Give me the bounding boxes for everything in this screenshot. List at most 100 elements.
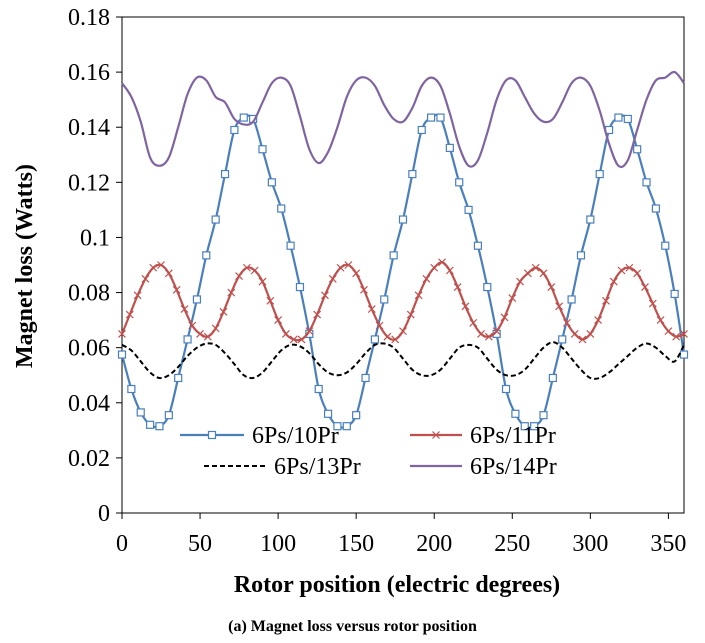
data-point-6ps-10pr (230, 125, 239, 135)
data-point-6ps-10pr (670, 289, 679, 299)
data-point-6ps-11pr (321, 291, 329, 300)
data-point-6ps-11pr (180, 305, 189, 314)
data-point-6ps-10pr (408, 169, 417, 179)
data-point-6ps-11pr (297, 335, 306, 344)
data-point-6ps-10pr (483, 282, 492, 292)
data-point-6ps-11pr-stroke (367, 305, 376, 314)
data-point-6ps-10pr (220, 169, 230, 179)
data-point-6ps-11pr-stroke (313, 310, 322, 319)
data-point-6ps-10pr (445, 143, 454, 152)
y-tick-label: 0.1 (80, 225, 110, 251)
legend-item-6ps-11pr: 6Ps/11Pr (410, 423, 556, 449)
data-point-6ps-11pr-stroke (586, 329, 595, 338)
data-point-6ps-11pr (149, 263, 158, 272)
data-point-6ps-11pr-stroke (531, 263, 540, 272)
y-tick-label: 0.14 (68, 115, 110, 141)
data-point-6ps-11pr-stroke (164, 269, 173, 278)
data-point-6ps-11pr-stroke (211, 324, 220, 333)
data-point-6ps-11pr (399, 327, 407, 336)
y-tick-label: 0 (98, 501, 110, 527)
data-point-6ps-11pr-stroke (578, 335, 587, 344)
data-point-6ps-11pr (406, 310, 415, 319)
data-point-6ps-10pr (164, 411, 173, 420)
data-point-6ps-11pr (508, 294, 517, 302)
data-point-6ps-10pr (586, 215, 595, 224)
data-point-6ps-10pr (127, 384, 136, 394)
data-point-6ps-10pr (567, 295, 576, 304)
y-tick-label: 0.06 (68, 336, 110, 362)
data-point-6ps-11pr-stroke (258, 277, 267, 286)
data-point-6ps-11pr (414, 291, 423, 300)
data-point-6ps-11pr (469, 318, 478, 327)
legend-label-6ps-10pr: 6Ps/10Pr (252, 423, 339, 449)
data-point-6ps-11pr-stroke (344, 261, 353, 269)
data-point-6ps-11pr (570, 329, 579, 338)
data-point-6ps-11pr (118, 329, 126, 338)
data-point-6ps-11pr (157, 261, 165, 269)
data-point-6ps-10pr (633, 145, 642, 154)
plot-area (121, 16, 685, 514)
data-point-6ps-11pr (555, 302, 564, 311)
data-point-6ps-11pr (219, 307, 228, 316)
data-point-6ps-11pr-stroke (672, 332, 681, 341)
data-point-6ps-11pr-stroke (570, 329, 579, 338)
data-point-6ps-11pr-stroke (360, 285, 368, 294)
data-point-6ps-11pr (625, 263, 634, 272)
data-point-6ps-11pr (141, 274, 150, 283)
data-point-6ps-11pr-stroke (680, 329, 688, 338)
data-point-6ps-11pr (336, 263, 345, 272)
data-point-6ps-10pr (136, 408, 145, 417)
data-point-6ps-11pr (500, 313, 509, 322)
data-point-6ps-11pr (586, 329, 595, 338)
data-point-6ps-11pr-stroke (399, 327, 407, 336)
data-point-6ps-10pr (258, 145, 267, 154)
data-point-6ps-11pr (328, 274, 337, 283)
data-point-6ps-10pr (239, 113, 248, 122)
data-point-6ps-11pr-stroke (172, 285, 181, 294)
data-point-6ps-11pr (367, 305, 376, 314)
plot-border (121, 16, 685, 514)
data-point-6ps-10pr (192, 295, 202, 304)
data-point-6ps-11pr (313, 310, 322, 319)
data-point-6ps-11pr (274, 316, 283, 325)
y-tick-label: 0.16 (68, 60, 110, 86)
data-point-6ps-11pr-stroke (235, 272, 244, 280)
x-tick-label: 150 (338, 531, 374, 557)
data-point-6ps-11pr (578, 335, 587, 344)
data-point-6ps-10pr (323, 409, 333, 418)
data-point-6ps-11pr (484, 332, 493, 341)
data-point-6ps-10pr (370, 335, 379, 344)
data-point-6ps-11pr (477, 329, 485, 338)
y-tick-label: 0.18 (68, 5, 110, 31)
data-point-6ps-11pr-stroke (118, 329, 126, 338)
data-point-6ps-11pr (430, 263, 439, 272)
data-point-6ps-11pr-stroke (149, 263, 158, 272)
data-point-6ps-11pr (133, 291, 142, 300)
data-point-6ps-11pr (266, 296, 275, 305)
data-point-6ps-10pr (661, 241, 670, 250)
data-point-6ps-11pr-stroke (196, 329, 204, 338)
data-point-6ps-10pr (642, 178, 651, 187)
data-point-6ps-10pr (417, 125, 426, 135)
legend-label-6ps-11pr: 6Ps/11Pr (470, 423, 556, 449)
series-line-6ps-10pr (120, 113, 686, 429)
data-point-6ps-10pr (614, 113, 623, 122)
data-point-6ps-11pr-stroke (219, 307, 228, 316)
data-point-6ps-11pr (523, 269, 532, 278)
data-point-6ps-11pr-stroke (281, 329, 290, 338)
data-point-6ps-11pr (664, 327, 673, 336)
data-point-6ps-11pr-stroke (633, 269, 642, 278)
x-tick-label: 50 (188, 531, 212, 557)
data-point-6ps-11pr (196, 329, 204, 338)
data-point-6ps-10pr (501, 384, 511, 394)
data-point-6ps-10pr (530, 422, 539, 431)
data-point-6ps-11pr (672, 332, 681, 341)
data-point-6ps-11pr-stroke (406, 310, 415, 319)
data-point-6ps-11pr-stroke (492, 327, 501, 336)
data-point-6ps-11pr-stroke (157, 261, 165, 269)
data-point-6ps-11pr (445, 266, 454, 275)
data-point-6ps-11pr-stroke (414, 291, 423, 300)
data-point-6ps-11pr-stroke (477, 329, 485, 338)
data-point-6ps-11pr (562, 318, 571, 327)
data-point-6ps-11pr (680, 329, 688, 338)
